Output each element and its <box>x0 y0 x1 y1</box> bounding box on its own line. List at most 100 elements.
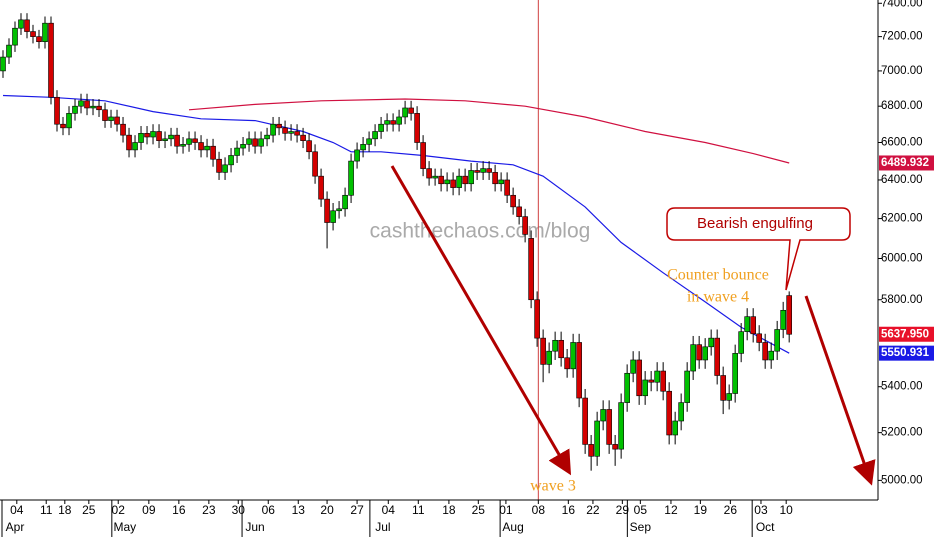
candle-body <box>600 409 606 422</box>
y-tick-label: 5000.00 <box>881 474 923 486</box>
candle-body <box>132 142 138 151</box>
candle-body <box>78 100 84 107</box>
candle-body <box>84 100 90 109</box>
candle-body <box>576 342 582 399</box>
wave-label: wave 3 <box>530 478 576 495</box>
price-tag-label: 5637.950 <box>881 328 929 340</box>
candle-body <box>534 299 540 339</box>
annotation: Counter bounce <box>667 267 769 284</box>
x-tick-label: 25 <box>472 503 486 517</box>
candle-body <box>618 402 624 450</box>
x-tick-label: 16 <box>562 503 576 517</box>
candle-body <box>300 134 306 141</box>
x-tick-label: 09 <box>142 503 156 517</box>
arrow-wave3 <box>390 165 572 476</box>
y-tick-label: 5400.00 <box>881 381 923 393</box>
x-tick-label: 08 <box>532 503 546 517</box>
candle-body <box>516 206 522 217</box>
candle-body <box>264 134 270 140</box>
candle-body <box>366 138 372 145</box>
candle-body <box>324 198 330 223</box>
candle-body <box>348 160 354 196</box>
candle-body <box>138 133 144 143</box>
y-tick-label: 7000.00 <box>881 65 923 77</box>
candle-body <box>768 350 774 361</box>
price-tag-label: 6489.932 <box>881 157 929 169</box>
candle-body <box>510 194 516 208</box>
annotation: in wave 4 <box>687 289 749 306</box>
candle-body <box>384 120 390 125</box>
candle-body <box>624 372 630 403</box>
x-tick-label: 04 <box>382 503 396 517</box>
candle-body <box>564 357 570 370</box>
x-tick-label: 01 <box>499 503 513 517</box>
candle-body <box>66 113 72 129</box>
candle-body <box>258 138 264 147</box>
candle-body <box>678 402 684 422</box>
y-tick-label: 7400.00 <box>881 0 923 9</box>
moving-average <box>2 94 790 354</box>
price-tag <box>879 326 934 342</box>
candle-body <box>282 127 288 134</box>
candle-body <box>108 116 114 121</box>
candle-body <box>750 316 756 335</box>
candle-body <box>150 131 156 138</box>
candle-body <box>498 179 504 185</box>
x-tick-label: 11 <box>412 503 425 517</box>
candle-body <box>198 142 204 151</box>
candle-body <box>162 138 168 141</box>
candle-body <box>642 379 648 397</box>
candle-body <box>36 36 42 43</box>
x-tick-label: 18 <box>58 503 72 517</box>
candle-body <box>408 107 414 114</box>
candle-body <box>786 295 792 335</box>
candle-body <box>474 170 480 173</box>
candle-body <box>294 131 300 136</box>
candle-body <box>684 370 690 403</box>
candle-body <box>588 444 594 457</box>
candle-body <box>414 113 420 143</box>
candle-body <box>18 19 24 29</box>
candle-body <box>666 390 672 436</box>
y-tick-label: 6400.00 <box>881 174 923 186</box>
candle-body <box>252 138 258 147</box>
candle-body <box>726 393 732 401</box>
y-tick-label: 7200.00 <box>881 31 923 43</box>
plot-area <box>0 0 792 500</box>
watermark: cashthechaos.com/blog <box>370 220 591 243</box>
candle-body <box>174 134 180 147</box>
price-tag <box>879 155 934 171</box>
candle-body <box>456 175 462 188</box>
x-tick-label: 26 <box>724 503 738 517</box>
candle-body <box>90 105 96 109</box>
candle-body <box>480 168 486 173</box>
y-tick-label: 5200.00 <box>881 427 923 439</box>
candle-body <box>612 444 618 450</box>
candle-body <box>360 144 366 151</box>
candle-body <box>486 168 492 173</box>
candle-body <box>24 19 30 32</box>
candle-body <box>774 329 780 352</box>
x-tick-label: 12 <box>664 503 678 517</box>
candle-body <box>780 309 786 330</box>
candle-body <box>72 105 78 114</box>
y-tick-label: 6800.00 <box>881 100 923 112</box>
candle-body <box>216 158 222 173</box>
month-label: Aug <box>502 520 523 534</box>
candle-body <box>246 138 252 145</box>
candle-body <box>690 344 696 372</box>
x-tick-label: 06 <box>262 503 276 517</box>
candle-body <box>438 175 444 185</box>
price-tag <box>879 345 934 361</box>
candle-body <box>204 145 210 151</box>
candle-body <box>432 175 438 179</box>
candle-body <box>606 409 612 445</box>
x-tick-label: 02 <box>112 503 126 517</box>
x-tick-label: 04 <box>10 503 24 517</box>
candle-body <box>630 359 636 374</box>
candle-body <box>168 134 174 140</box>
candle-body <box>120 123 126 136</box>
candle-body <box>522 216 528 235</box>
